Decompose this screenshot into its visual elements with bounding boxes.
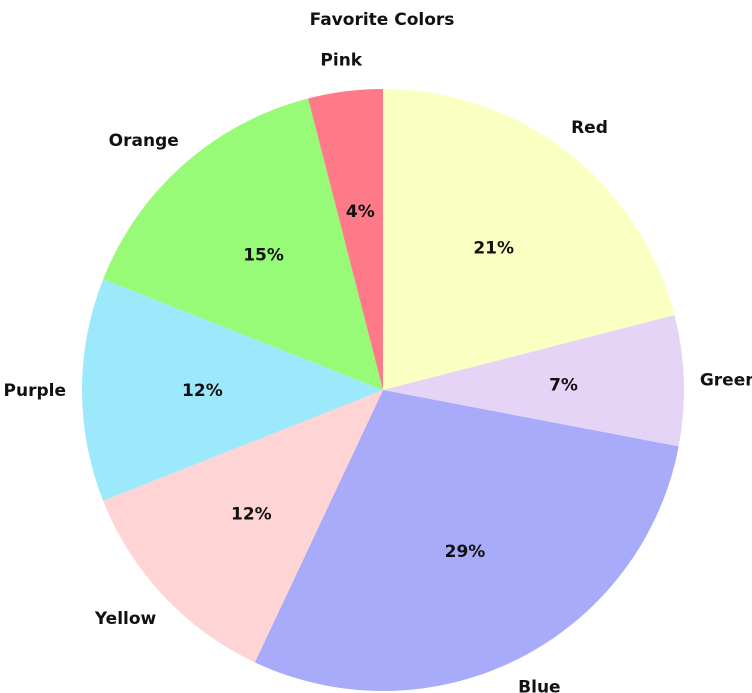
slice-label-yellow: Yellow bbox=[94, 609, 157, 629]
slice-percentage-green: 7% bbox=[549, 375, 578, 395]
slice-percentage-pink: 4% bbox=[346, 202, 375, 222]
slice-label-blue: Blue bbox=[518, 678, 560, 693]
slice-percentage-purple: 12% bbox=[182, 381, 223, 401]
slice-label-green: Green bbox=[700, 371, 752, 391]
slice-percentage-red: 21% bbox=[473, 238, 514, 258]
pie-slices bbox=[82, 89, 684, 691]
slice-label-orange: Orange bbox=[109, 131, 179, 151]
chart-title: Favorite Colors bbox=[310, 10, 455, 30]
slice-label-purple: Purple bbox=[4, 381, 66, 401]
slice-label-red: Red bbox=[571, 118, 608, 138]
slice-percentage-orange: 15% bbox=[243, 246, 284, 266]
slice-percentage-yellow: 12% bbox=[231, 505, 272, 525]
slice-percentage-blue: 29% bbox=[445, 542, 486, 562]
slice-label-pink: Pink bbox=[320, 51, 362, 71]
